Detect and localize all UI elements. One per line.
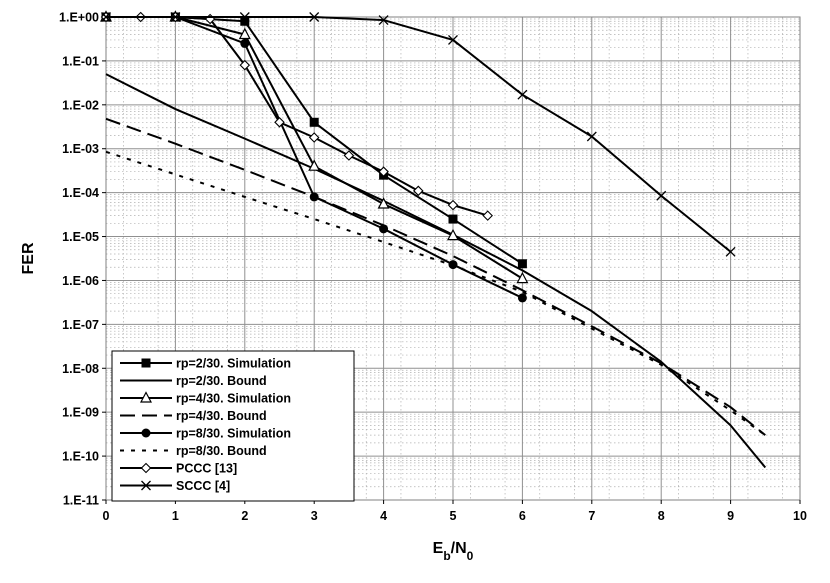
y-tick-label: 1.E-05: [62, 230, 99, 244]
x-tick-label: 1: [172, 509, 179, 523]
legend-label: rp=4/30. Simulation: [176, 392, 291, 406]
legend-label: rp=8/30. Simulation: [176, 427, 291, 441]
x-marker: [656, 190, 667, 201]
y-tick-label: 1.E+00: [59, 11, 99, 25]
triangle-marker: [308, 159, 321, 171]
diamond-marker: [343, 150, 355, 161]
y-axis-ticks: 1.E-11 1.E-10 1.E-09 1.E-08 1.E-07 1.E-06 1.E-…: [59, 11, 106, 508]
series-line: [106, 16, 732, 253]
square-marker: [448, 214, 458, 224]
legend-label: SCCC [4]: [176, 479, 230, 493]
square-marker: [309, 117, 319, 127]
circle-marker: [240, 38, 250, 48]
diamond-marker: [447, 199, 459, 211]
x-axis-title-mid: /N: [451, 540, 467, 557]
diamond-marker: [274, 117, 285, 128]
x-tick-label: 9: [727, 509, 734, 523]
diamond-marker: [239, 59, 251, 71]
circle-marker: [517, 293, 527, 303]
x-tick-label: 2: [241, 509, 248, 523]
legend-label: rp=2/30. Bound: [176, 374, 267, 388]
series-4: [105, 117, 766, 436]
square-marker: [141, 358, 151, 368]
x-tick-label: 5: [450, 509, 457, 523]
series-line: [105, 150, 766, 436]
y-tick-label: 1.E-08: [62, 362, 99, 376]
y-tick-label: 1.E-11: [63, 494, 99, 508]
x-tick-label: 8: [658, 509, 665, 523]
legend-box: [111, 350, 355, 502]
circle-marker: [309, 192, 319, 202]
x-tick-label: 3: [311, 509, 318, 523]
x-marker: [517, 89, 528, 100]
diamond-marker: [482, 210, 493, 221]
y-axis-title: FER: [20, 242, 37, 274]
series-7: [100, 11, 493, 221]
triangle-marker: [447, 228, 459, 241]
x-marker: [141, 480, 151, 491]
diamond-marker: [308, 132, 320, 143]
diamond-marker: [378, 166, 389, 177]
y-tick-label: 1.E-10: [62, 450, 99, 464]
square-marker: [517, 259, 527, 269]
series-group: [100, 10, 767, 469]
diamond-marker: [140, 462, 152, 474]
x-marker: [309, 12, 320, 22]
y-tick-label: 1.E-03: [62, 142, 99, 156]
x-axis-title-sub-b: b: [443, 549, 450, 563]
x-marker: [586, 131, 597, 142]
x-axis-title: Eb/N0: [433, 540, 474, 563]
x-tick-label: 4: [380, 509, 387, 523]
triangle-marker: [140, 391, 152, 403]
y-tick-label: 1.E-04: [62, 186, 99, 200]
x-tick-label: 0: [103, 509, 110, 523]
triangle-marker: [516, 271, 529, 284]
series-line: [105, 117, 766, 436]
x-tick-label: 6: [519, 509, 526, 523]
y-tick-label: 1.E-09: [62, 406, 99, 420]
series-6: [105, 150, 766, 436]
legend-label: PCCC [13]: [176, 462, 237, 476]
square-marker: [240, 16, 250, 26]
diamond-marker: [413, 185, 424, 197]
triangle-marker: [377, 197, 390, 209]
x-marker: [725, 246, 736, 257]
triangle-marker: [238, 27, 251, 40]
y-tick-label: 1.E-06: [62, 274, 99, 288]
y-tick-label: 1.E-01: [62, 54, 99, 68]
series-8: [101, 12, 736, 257]
legend: rp=2/30. Simulation rp=2/30. Bound rp=4/30…: [111, 350, 355, 502]
legend-label: rp=2/30. Simulation: [176, 357, 291, 371]
x-marker: [448, 34, 458, 45]
x-marker: [170, 12, 181, 22]
x-axis-title-main: E: [433, 540, 444, 557]
circle-marker: [379, 224, 389, 234]
x-tick-label: 7: [588, 509, 595, 523]
y-tick-label: 1.E-07: [62, 318, 99, 332]
legend-label: rp=4/30. Bound: [176, 409, 267, 423]
circle-marker: [141, 428, 151, 438]
x-marker: [239, 12, 250, 22]
x-axis-title-sub-0: 0: [467, 549, 474, 563]
x-marker: [378, 15, 389, 26]
x-axis-ticks: 0 1 2 3 4 5 6 7 8 9 10: [103, 500, 807, 523]
x-marker: [101, 12, 111, 22]
y-tick-label: 1.E-02: [62, 98, 99, 112]
legend-label: rp=8/30. Bound: [176, 444, 267, 458]
x-tick-label: 10: [793, 509, 807, 523]
